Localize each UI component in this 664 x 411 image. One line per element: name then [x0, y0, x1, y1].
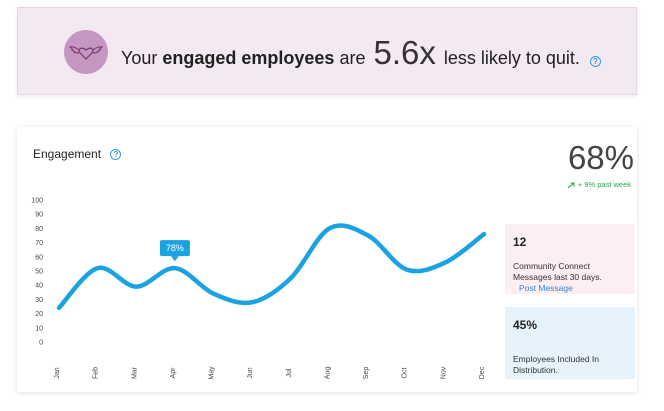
distribution-description: Employees Included In Distribution.	[513, 354, 599, 375]
help-icon[interactable]: ?	[110, 149, 122, 161]
banner-mid: are	[339, 48, 366, 68]
distribution-percent: 45%	[513, 318, 538, 332]
y-tick-label: 100	[31, 198, 43, 205]
x-tick-label: Mar	[131, 366, 138, 379]
y-tick-label: 50	[35, 269, 43, 276]
y-tick-label: 60	[35, 254, 43, 261]
x-tick-label: Oct	[402, 368, 409, 379]
y-tick-label: 70	[35, 240, 43, 247]
post-message-link[interactable]: Post Message	[519, 283, 573, 293]
x-tick-label: Aug	[324, 367, 331, 380]
x-tick-label: Apr	[170, 367, 177, 379]
y-tick-label: 90	[35, 212, 43, 219]
y-tick-label: 10	[35, 325, 43, 332]
weekly-change: + 9% past week	[567, 180, 631, 189]
x-tick-label: Feb	[93, 367, 100, 379]
y-tick-label: 20	[35, 311, 43, 318]
banner-message: Your engaged employees are 5.6x less lik…	[121, 36, 601, 69]
engagement-line	[56, 223, 487, 311]
tooltip-label: 78%	[166, 243, 184, 253]
tooltip-pointer	[170, 256, 179, 262]
y-tick-label: 80	[35, 226, 43, 233]
community-panel: 12 Community Connect Messages last 30 da…	[505, 224, 635, 294]
x-tick-label: Sep	[363, 367, 370, 380]
banner-multiplier: 5.6x	[373, 34, 436, 71]
y-tick-label: 40	[35, 283, 43, 290]
engagement-title: Engagement	[33, 147, 102, 161]
x-tick-label: May	[209, 366, 216, 380]
y-tick-label: 30	[35, 297, 43, 304]
trend-up-icon	[567, 181, 575, 188]
engagement-card: Engagement ? 68% + 9% past week 12 Commu…	[17, 127, 637, 392]
community-description: Community Connect Messages last 30 days.	[513, 261, 602, 282]
distribution-panel: 45% Employees Included In Distribution.	[505, 307, 635, 379]
banner-strong: engaged employees	[162, 48, 335, 68]
engagement-percentage: 68%	[567, 139, 634, 176]
card-title: Engagement ?	[33, 147, 122, 161]
community-count: 12	[513, 235, 527, 249]
banner-prefix: Your	[121, 48, 158, 68]
weekly-change-text: + 9% past week	[577, 180, 631, 189]
insight-banner: Your engaged employees are 5.6x less lik…	[17, 7, 637, 95]
x-tick-label: Jun	[247, 367, 254, 378]
x-tick-label: Nov	[440, 366, 447, 379]
x-tick-label: Jul	[286, 368, 293, 377]
x-tick-label: Jan	[54, 367, 61, 378]
winged-heart-icon	[64, 30, 108, 74]
tooltip-box	[159, 240, 190, 257]
y-tick-label: 0	[39, 340, 43, 347]
banner-suffix: less likely to quit.	[443, 48, 580, 68]
x-tick-label: Dec	[479, 366, 486, 379]
help-icon[interactable]: ?	[589, 56, 601, 67]
